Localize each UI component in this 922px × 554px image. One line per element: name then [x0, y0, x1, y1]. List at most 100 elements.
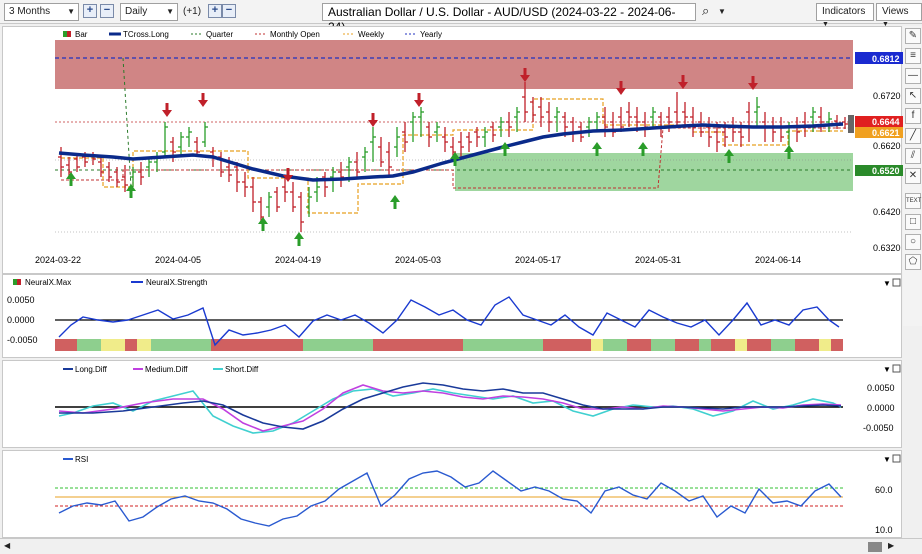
pencil-icon[interactable]: ✎ [905, 28, 921, 44]
scroll-right-icon[interactable]: ▶ [888, 541, 895, 550]
chevron-down-icon: ▼ [67, 7, 75, 16]
sell-arrow-shaft [619, 81, 623, 89]
offset-label: (+1) [183, 6, 202, 17]
neuralx-block [543, 339, 591, 351]
square-icon[interactable]: □ [905, 214, 921, 230]
buy-arrow-shaft [261, 223, 265, 231]
legend-short-diff: Short.Diff [225, 365, 259, 374]
toolbar: 3 Months ▼ + − Daily ▼ (+1) + − Australi… [0, 0, 922, 34]
scrollbar[interactable]: ◀ ▶ [0, 538, 922, 554]
diff-panel[interactable]: Long.Diff Medium.Diff Short.Diff 0.0050 … [2, 360, 902, 448]
neuralx-block [603, 339, 627, 351]
chevron-down-icon: ▼ [822, 21, 829, 28]
maximize-icon[interactable] [892, 278, 901, 287]
scroll-thumb[interactable] [868, 542, 882, 552]
price-tick: 0.6720 [873, 91, 901, 101]
neuralx-tick: -0.0050 [7, 335, 38, 345]
red-price-label: 0.6644 [872, 117, 900, 127]
buy-arrow-icon [450, 152, 460, 159]
neuralx-block [463, 339, 543, 351]
channel-icon[interactable]: ⫽ [905, 148, 921, 164]
chevron-down-icon[interactable]: ▼ [718, 7, 726, 16]
sell-arrow-shaft [417, 93, 421, 101]
price-tick: 0.6420 [873, 207, 901, 217]
short-diff-line [58, 388, 842, 434]
long-diff-line [59, 382, 842, 430]
cursor-icon[interactable]: ↖ [905, 88, 921, 104]
text-icon[interactable]: TEXT [905, 193, 921, 209]
chevron-down-icon: ▼ [882, 21, 889, 28]
price-panel[interactable]: Bar TCross.Long Quarter Monthly Open Wee… [2, 26, 903, 274]
date-tick: 2024-04-05 [155, 255, 201, 265]
rsi-panel[interactable]: RSI 60.0 10.0 ▼ [2, 450, 902, 538]
resistance-zone [55, 40, 853, 89]
legend-long-diff: Long.Diff [75, 365, 108, 374]
yearly-price-label: 0.6812 [872, 54, 900, 64]
zoom-out-button[interactable]: − [100, 4, 114, 18]
buy-arrow-shaft [297, 238, 301, 246]
neuralx-color-bar [55, 339, 843, 351]
neuralx-block [211, 339, 303, 351]
neuralx-panel[interactable]: NeuralX.Max NeuralX.Strength 0.0050 0.00… [2, 274, 902, 358]
neuralx-block [819, 339, 831, 351]
zoom-in-button[interactable]: + [83, 4, 97, 18]
horizontal-line-icon[interactable]: — [905, 68, 921, 84]
cross-icon[interactable]: ✕ [905, 168, 921, 184]
sell-arrow-icon [414, 100, 424, 107]
collapse-icon[interactable]: ▼ [883, 365, 891, 374]
rsi-line [58, 470, 842, 527]
date-axis: 2024-03-22 2024-04-05 2024-04-19 2024-05… [35, 255, 801, 265]
orange-price-label: 0.6621 [872, 128, 900, 138]
neuralx-block [747, 339, 771, 351]
weekly-line [61, 98, 843, 214]
offset-minus-button[interactable]: − [222, 4, 236, 18]
sell-arrow-shaft [371, 113, 375, 121]
interval-select[interactable]: Daily ▼ [120, 3, 178, 21]
collapse-icon[interactable]: ▼ [883, 455, 891, 464]
sell-arrow-shaft [201, 93, 205, 101]
legend-quarter: Quarter [206, 30, 233, 39]
neuralx-block [795, 339, 819, 351]
legend-neuralx-strength: NeuralX.Strength [146, 278, 207, 287]
fib-icon[interactable]: f [905, 108, 921, 124]
neuralx-block [77, 339, 101, 351]
collapse-icon[interactable]: ▼ [883, 279, 891, 288]
buy-arrow-icon [294, 232, 304, 239]
sell-arrow-icon [162, 110, 172, 117]
neuralx-strength-line [58, 296, 840, 347]
buy-arrow-shaft [453, 158, 457, 166]
legend-yearly: Yearly [420, 30, 442, 39]
diff-tick: 0.0050 [867, 383, 895, 393]
rsi-chart: RSI 60.0 10.0 ▼ [55, 454, 901, 535]
scroll-left-icon[interactable]: ◀ [4, 541, 11, 550]
circle-icon[interactable]: ○ [905, 234, 921, 250]
drawing-toolbar: ✎ ≡ — ↖ f ╱ ⫽ ✕ TEXT □ ○ ⬠ [903, 26, 922, 326]
buy-arrow-shaft [503, 148, 507, 156]
lines-icon[interactable]: ≡ [905, 48, 921, 64]
search-icon[interactable]: ⌕ [702, 3, 710, 18]
offset-plus-button[interactable]: + [208, 4, 222, 18]
neuralx-block [125, 339, 137, 351]
sell-arrow-icon [678, 82, 688, 89]
maximize-icon[interactable] [892, 364, 901, 373]
sell-arrow-icon [368, 120, 378, 127]
sell-arrow-icon [283, 175, 293, 182]
indicators-button[interactable]: Indicators ▼ [816, 3, 874, 28]
sell-arrow-shaft [286, 168, 290, 176]
views-button[interactable]: Views ▼ [876, 3, 922, 28]
price-chart: Bar TCross.Long Quarter Monthly Open Wee… [35, 30, 903, 265]
symbol-title[interactable]: Australian Dollar / U.S. Dollar - AUD/US… [322, 3, 696, 34]
neuralx-block [151, 339, 211, 351]
diff-tick: 0.0000 [867, 403, 895, 413]
legend-bar: Bar [75, 30, 88, 39]
trend-icon[interactable]: ╱ [905, 128, 921, 144]
buy-arrow-icon [638, 142, 648, 149]
polygon-icon[interactable]: ⬠ [905, 254, 921, 270]
price-bars [58, 82, 848, 232]
buy-arrow-icon [258, 217, 268, 224]
green-price-label: 0.6520 [872, 166, 900, 176]
maximize-icon[interactable] [892, 454, 901, 463]
period-select[interactable]: 3 Months ▼ [4, 3, 79, 21]
buy-arrow-icon [66, 172, 76, 179]
interval-value: Daily [125, 6, 148, 17]
